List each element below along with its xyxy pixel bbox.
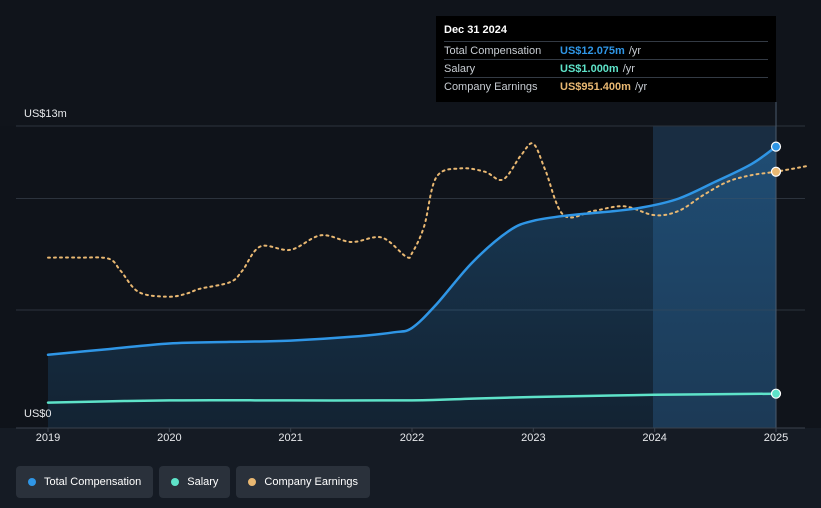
company-earnings-line	[47, 142, 808, 298]
tooltip-row-label: Company Earnings	[444, 80, 538, 93]
marker-layer	[770, 141, 782, 399]
legend: Total Compensation Salary Company Earnin…	[16, 466, 370, 498]
y-axis-max-label: US$13m	[24, 108, 67, 120]
x-tick-layer	[47, 428, 777, 432]
tooltip-row-unit: /yr	[622, 62, 635, 75]
legend-item-total-compensation[interactable]: Total Compensation	[16, 466, 154, 498]
tooltip-row-label: Salary	[444, 62, 476, 75]
tooltip-row-value: US$12.075m	[560, 44, 625, 57]
x-tick-label: 2025	[763, 432, 789, 444]
tooltip-row-unit: /yr	[628, 44, 642, 57]
total-compensation-area	[48, 146, 776, 428]
area-layer	[48, 146, 776, 428]
company-earnings-marker	[770, 166, 782, 177]
line-layer	[46, 142, 808, 404]
tooltip-row-label: Total Compensation	[444, 44, 542, 57]
legend-label: Total Compensation	[44, 476, 142, 488]
tooltip-row-value: US$951.400m	[560, 80, 631, 93]
x-tick-label: 2021	[278, 432, 303, 444]
x-tick-label: 2023	[521, 432, 546, 444]
legend-dot-icon	[28, 478, 36, 486]
tooltip-date: Dec 31 2024	[444, 24, 507, 36]
legend-dot-icon	[171, 478, 180, 486]
tooltip-row-unit: /yr	[634, 80, 648, 93]
total-compensation-line	[46, 145, 778, 356]
tooltip-row-salary: Salary US$1.000m /yr	[444, 59, 768, 77]
x-tick-label: 2022	[399, 432, 425, 444]
y-axis-min-label: US$0	[24, 408, 52, 420]
salary-line	[46, 392, 778, 404]
legend-item-company-earnings[interactable]: Company Earnings	[236, 466, 370, 498]
legend-dot-icon	[248, 478, 257, 486]
salary-marker	[770, 388, 782, 399]
x-tick-label: 2020	[157, 432, 182, 444]
total-compensation-marker	[770, 141, 782, 152]
tooltip-row-total-compensation: Total Compensation US$12.075m /yr	[444, 41, 768, 59]
legend-item-salary[interactable]: Salary	[159, 466, 231, 498]
x-tick-label: 2024	[642, 432, 667, 444]
tooltip-row-company-earnings: Company Earnings US$951.400m /yr	[444, 77, 768, 95]
tooltip-row-value: US$1.000m	[560, 62, 619, 75]
legend-label: Company Earnings	[264, 476, 358, 488]
legend-label: Salary	[187, 476, 219, 488]
tooltip: Dec 31 2024 Total Compensation US$12.075…	[436, 16, 776, 102]
x-tick-label: 2019	[35, 432, 61, 444]
